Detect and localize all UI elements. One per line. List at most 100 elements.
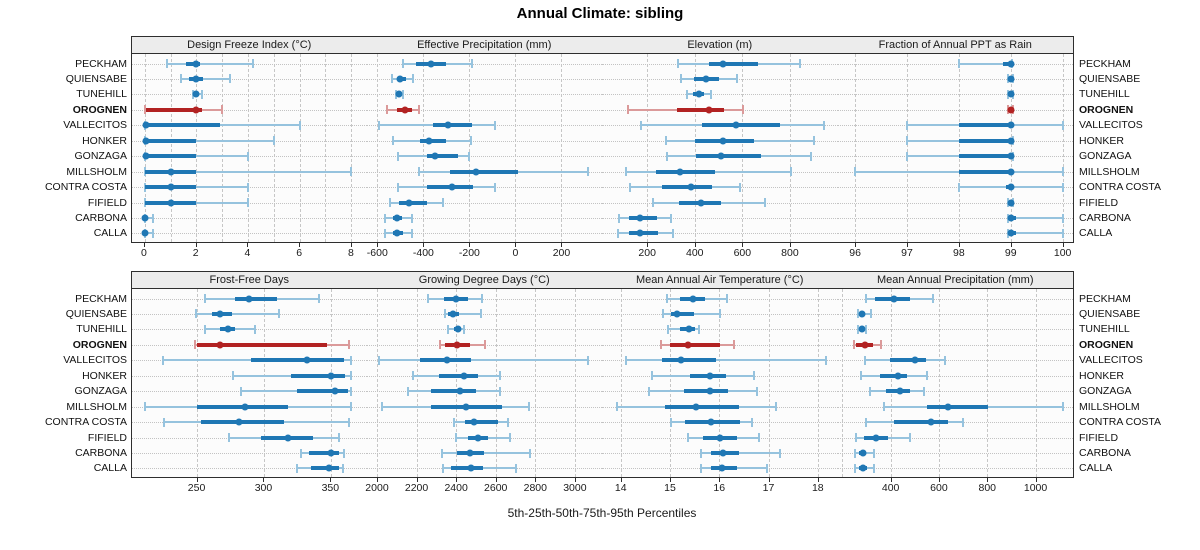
site-label-left-calla: CALLA [93, 462, 127, 475]
panel-header-design-freeze-index-c: Design Freeze Index (°C) [131, 36, 368, 54]
interval-row-calla [602, 54, 838, 242]
vertical-gridline [958, 54, 960, 242]
vertical-gridline [1035, 289, 1037, 477]
interval-row-tunehill [367, 289, 603, 477]
interval-row-peckham [132, 54, 367, 242]
axis-tick-label: -200 [458, 247, 480, 259]
row-gridline [132, 156, 367, 158]
site-label-left-millsholm: MILLSHOLM [66, 400, 127, 413]
row-gridline [366, 125, 602, 127]
row-gridline [837, 437, 1073, 439]
axis-tick-label: 96 [849, 247, 861, 259]
axis-tick-label: 4 [244, 247, 251, 259]
axis-tick-label: 17 [762, 482, 775, 494]
interval-row-gonzaga [838, 289, 1074, 477]
row-gridline [837, 171, 1073, 173]
row-gridline [837, 109, 1073, 111]
panel-body-effective-precipitation-mm [366, 54, 603, 243]
interval-row-calla [838, 289, 1074, 477]
interval-row-carbona [838, 54, 1074, 242]
site-label-left-peckham: PECKHAM [75, 57, 127, 70]
site-label-right-millsholm: MILLSHOLM [1079, 165, 1140, 178]
axis-tick [907, 243, 908, 247]
axis-tick-label: 3000 [563, 482, 587, 494]
vertical-gridline [170, 54, 172, 242]
interval-row-peckham [838, 289, 1074, 477]
row-gridline [366, 187, 602, 189]
axis-tick [938, 478, 940, 482]
row-gridline [366, 94, 602, 96]
axis-tick-label: 800 [781, 247, 799, 259]
interval-row-honker [132, 54, 367, 242]
row-gridline [132, 391, 367, 393]
interval-row-fifield [838, 54, 1074, 242]
site-label-left-fifield: FIFIELD [87, 196, 127, 209]
site-label-right-peckham: PECKHAM [1079, 292, 1131, 305]
vertical-gridline [144, 54, 146, 242]
highlighted-interval-row-orognen [838, 289, 1074, 477]
axis-tick [416, 478, 418, 482]
axis-tick [817, 478, 819, 482]
site-label-right-carbona: CARBONA [1079, 212, 1131, 224]
axis-tick-label: 0 [512, 247, 519, 259]
interval-row-honker [838, 289, 1074, 477]
row-gridline [602, 453, 838, 454]
row-gridline [837, 344, 1073, 346]
row-gridline [837, 422, 1073, 424]
panel-header-elevation-m: Elevation (m) [602, 36, 839, 54]
axis-tick-labels: 2000 2200 2400 2600 2800 3000 [365, 482, 603, 495]
row-gridline [837, 233, 1073, 235]
axis-tick-labels: 0 2 4 6 8 [131, 247, 367, 260]
axis-tick [196, 478, 198, 482]
axis-tick [263, 478, 265, 482]
site-label-left-quiensabe: QUIENSABE [65, 307, 127, 320]
interval-row-vallecitos [838, 289, 1074, 477]
row-gridline [837, 391, 1073, 393]
row-gridline [837, 125, 1073, 127]
interval-row-quiensabe [132, 54, 367, 242]
vertical-gridline [222, 54, 224, 242]
interval-row-quiensabe [838, 289, 1074, 477]
interval-row-peckham [602, 54, 838, 242]
row-gridline [132, 422, 367, 424]
row-gridline [837, 140, 1073, 142]
interval-row-millsholm [367, 289, 603, 477]
axis-tick [535, 478, 537, 482]
site-label-left-fifield: FIFIELD [87, 431, 127, 444]
axis-tick-label: 300 [254, 482, 273, 494]
interval-row-peckham [367, 289, 603, 477]
row-gridline [366, 360, 602, 362]
row-gridline [602, 391, 838, 393]
row-gridline [837, 298, 1073, 300]
site-label-right-honker: HONKER [1079, 369, 1124, 382]
site-label-right-millsholm: MILLSHOLM [1079, 400, 1140, 413]
interval-row-fifield [367, 289, 603, 477]
axis-tick-labels: 200 400 600 800 [602, 247, 838, 260]
site-label-right-vallecitos: VALLECITOS [1079, 119, 1143, 132]
axis-tick-label: 600 [930, 482, 948, 494]
panel-body-mean-annual-precipitation-mm [837, 289, 1074, 478]
axis-tick-label: -600 [366, 247, 388, 259]
axis-tick [456, 478, 458, 482]
row-gridline [602, 406, 838, 408]
vertical-gridline [768, 289, 770, 477]
interval-row-vallecitos [367, 54, 603, 242]
row-gridline [366, 313, 602, 315]
vertical-gridline [469, 54, 471, 242]
row-gridline [132, 313, 367, 315]
interval-row-calla [132, 54, 367, 242]
row-gridline [132, 187, 367, 189]
axis-tick-labels: 96 97 98 99 100 [838, 247, 1074, 260]
site-label-right-fifield: FIFIELD [1079, 431, 1119, 444]
row-gridline [366, 298, 602, 300]
vertical-gridline [1010, 54, 1012, 242]
vertical-gridline [423, 54, 425, 242]
interval-row-contra-costa [838, 54, 1074, 242]
interval-row-tunehill [838, 289, 1074, 477]
axis-caption: 5th-25th-50th-75th-95th Percentiles [507, 506, 697, 520]
interval-row-quiensabe [367, 289, 603, 477]
axis-tick-label: 0 [141, 247, 147, 259]
row-gridline [602, 202, 838, 204]
row-gridline [602, 156, 838, 158]
